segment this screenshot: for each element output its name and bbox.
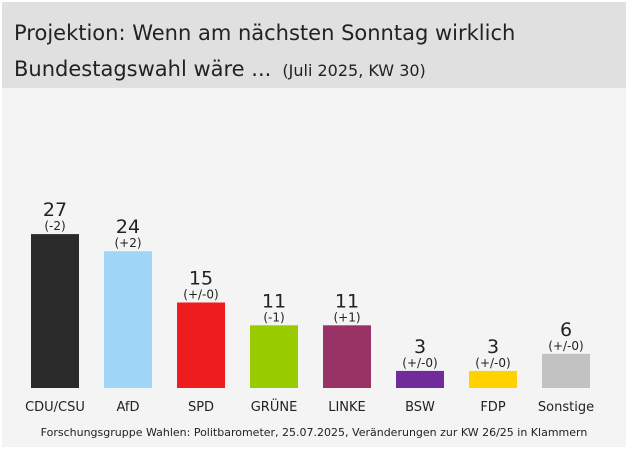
change-label: (+2) bbox=[114, 236, 141, 250]
x-tick-label: Sonstige bbox=[538, 400, 594, 415]
value-label: 6 bbox=[560, 319, 572, 341]
source-note: Forschungsgruppe Wahlen: Politbarometer,… bbox=[41, 426, 588, 439]
bar bbox=[542, 353, 590, 388]
value-label: 27 bbox=[43, 199, 67, 221]
x-tick-label: AfD bbox=[116, 400, 139, 415]
value-label: 11 bbox=[335, 290, 359, 312]
bar bbox=[323, 325, 371, 388]
chart-subtitle: (Juli 2025, KW 30) bbox=[282, 61, 425, 80]
value-label: 11 bbox=[262, 290, 286, 312]
value-label: 3 bbox=[414, 336, 426, 358]
x-tick-label: LINKE bbox=[328, 400, 366, 415]
change-label: (+/-0) bbox=[475, 356, 510, 370]
change-label: (+1) bbox=[333, 310, 360, 324]
bar bbox=[469, 370, 517, 388]
bar bbox=[177, 302, 225, 388]
change-label: (+/-0) bbox=[183, 288, 218, 302]
x-tick-label: BSW bbox=[405, 400, 435, 415]
chart-title-line: Bundestagswahl wäre ... (Juli 2025, KW 3… bbox=[14, 57, 426, 81]
change-label: (-1) bbox=[263, 310, 284, 324]
value-label: 15 bbox=[189, 268, 213, 290]
chart-title: Bundestagswahl wäre ... bbox=[14, 57, 271, 81]
value-label: 3 bbox=[487, 336, 499, 358]
bar bbox=[396, 370, 444, 388]
bar bbox=[250, 325, 298, 388]
change-label: (-2) bbox=[44, 219, 65, 233]
change-label: (+/-0) bbox=[402, 356, 437, 370]
value-label: 24 bbox=[116, 216, 140, 238]
change-label: (+/-0) bbox=[548, 339, 583, 353]
x-tick-label: CDU/CSU bbox=[25, 400, 85, 415]
header bbox=[2, 2, 626, 88]
bar bbox=[104, 251, 152, 388]
chart-title: Projektion: Wenn am nächsten Sonntag wir… bbox=[14, 21, 515, 45]
x-tick-label: SPD bbox=[188, 400, 214, 415]
x-tick-label: FDP bbox=[480, 400, 505, 415]
bar bbox=[31, 234, 79, 388]
x-tick-label: GRÜNE bbox=[251, 398, 298, 415]
